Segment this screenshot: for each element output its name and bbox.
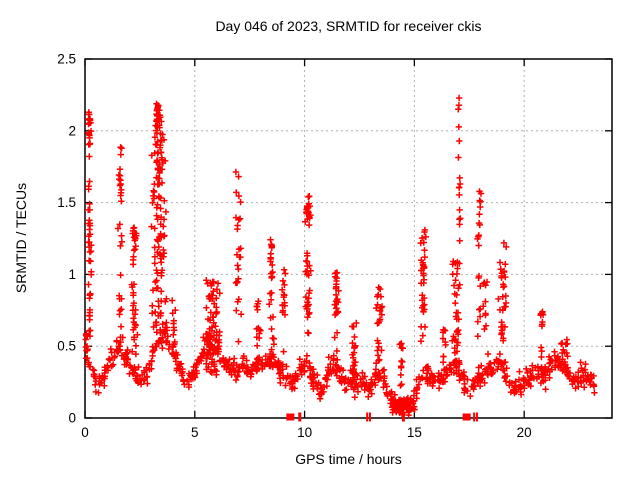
y-tick-label: 2 — [68, 123, 76, 138]
x-tick-label: 10 — [297, 425, 312, 440]
zero-level-mark — [369, 412, 372, 422]
zero-level-mark — [401, 412, 405, 422]
y-tick-label: 0.5 — [57, 339, 76, 354]
y-tick-label: 2.5 — [57, 52, 76, 67]
x-axis-label: GPS time / hours — [295, 451, 402, 467]
x-tick-label: 15 — [407, 425, 422, 440]
zero-level-mark — [286, 413, 295, 421]
zero-level-mark — [298, 412, 302, 422]
y-tick-label: 1.5 — [57, 195, 76, 210]
x-tick-label: 20 — [517, 425, 532, 440]
zero-level-mark — [475, 412, 478, 422]
x-tick-label: 5 — [191, 425, 199, 440]
zero-level-mark — [473, 412, 476, 422]
scatter-points — [82, 94, 598, 419]
chart-title: Day 046 of 2023, SRMTID for receiver cki… — [215, 18, 482, 34]
y-tick-label: 0 — [68, 411, 76, 426]
x-tick-label: 0 — [81, 425, 89, 440]
zero-level-mark — [462, 413, 471, 421]
zero-level-mark — [366, 412, 369, 422]
plot-border — [84, 58, 613, 419]
y-tick-label: 1 — [68, 267, 76, 282]
